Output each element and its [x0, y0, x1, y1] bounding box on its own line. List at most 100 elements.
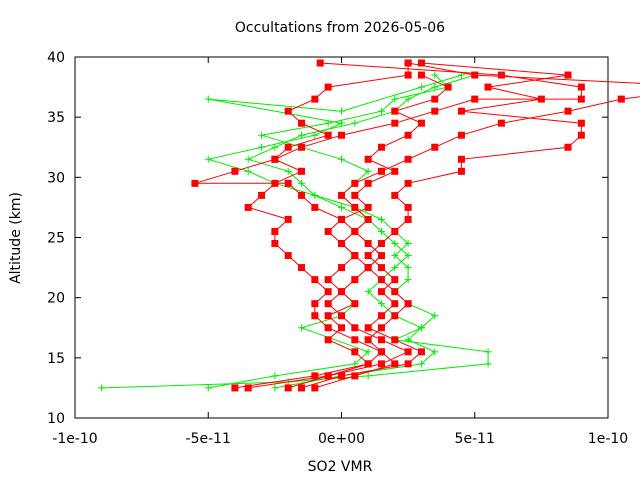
y-tick-label: 20: [47, 291, 65, 307]
y-tick-label: 25: [47, 231, 65, 247]
data-point: [377, 360, 385, 368]
data-point: [324, 276, 332, 284]
data-point: [391, 119, 399, 127]
x-axis: -1e-10 -5e-11 0e+00 5e-11 1e-10: [52, 57, 628, 447]
data-point: [351, 360, 359, 368]
data-point: [351, 252, 359, 260]
data-point: [364, 155, 372, 163]
data-point: [298, 131, 306, 139]
series-line: [248, 62, 640, 389]
data-point: [351, 119, 359, 127]
data-point: [577, 83, 585, 91]
data-point: [377, 215, 385, 223]
data-point: [457, 167, 465, 175]
data-point: [244, 167, 252, 175]
data-point: [364, 288, 372, 296]
data-point: [391, 95, 399, 103]
data-point: [204, 155, 212, 163]
data-point: [457, 155, 465, 163]
data-point: [377, 264, 385, 272]
data-point: [338, 155, 345, 163]
data-point: [484, 83, 492, 91]
data-point: [311, 372, 319, 380]
data-point: [351, 324, 359, 332]
data-point: [244, 384, 252, 392]
data-point: [364, 372, 372, 380]
data-point: [391, 227, 399, 235]
data-point: [417, 348, 425, 356]
data-point: [338, 288, 345, 296]
data-point: [311, 203, 319, 211]
data-point: [298, 384, 306, 392]
data-point: [258, 143, 266, 151]
data-point: [404, 360, 412, 368]
data-point: [564, 107, 572, 115]
data-point: [404, 348, 412, 356]
data-point: [298, 167, 306, 175]
x-tick-label: 1e-10: [588, 431, 628, 447]
data-point: [271, 143, 279, 151]
data-point: [284, 215, 292, 223]
data-point: [431, 312, 439, 320]
data-point: [377, 324, 385, 332]
data-point: [231, 384, 239, 392]
data-point: [377, 167, 385, 175]
data-point: [338, 215, 345, 223]
data-point: [298, 191, 306, 199]
data-point: [537, 95, 545, 103]
data-point: [298, 264, 306, 272]
data-point: [404, 336, 412, 344]
data-point: [311, 384, 319, 392]
data-point: [417, 324, 425, 332]
series-line: [301, 62, 582, 389]
data-point: [338, 372, 345, 380]
data-point: [364, 336, 372, 344]
data-point: [351, 300, 359, 308]
data-point: [311, 276, 319, 284]
data-point: [484, 360, 492, 368]
data-point: [284, 179, 292, 187]
data-point: [271, 372, 279, 380]
data-point: [377, 336, 385, 344]
data-point: [577, 95, 585, 103]
data-point: [298, 119, 306, 127]
data-point: [311, 95, 319, 103]
data-point: [431, 348, 439, 356]
data-point: [377, 107, 385, 115]
data-point: [417, 71, 425, 79]
data-point: [364, 360, 372, 368]
data-point: [391, 288, 399, 296]
data-point: [417, 59, 425, 67]
data-point: [98, 384, 106, 392]
data-point: [298, 324, 306, 332]
data-point: [338, 324, 345, 332]
data-point: [364, 240, 372, 248]
data-point: [404, 155, 412, 163]
data-point: [258, 191, 266, 199]
series-5: [98, 71, 492, 392]
data-point: [311, 131, 319, 139]
data-point: [316, 59, 324, 67]
data-point: [377, 348, 385, 356]
series-3: [298, 59, 585, 392]
series-6: [204, 71, 479, 392]
data-point: [484, 348, 492, 356]
y-tick-label: 35: [47, 110, 65, 126]
y-tick-label: 15: [47, 351, 65, 367]
data-point: [311, 312, 319, 320]
data-point: [364, 203, 372, 211]
data-point: [351, 203, 359, 211]
data-point: [564, 143, 572, 151]
data-point: [324, 300, 332, 308]
data-point: [391, 276, 399, 284]
data-point: [391, 191, 399, 199]
data-point: [377, 300, 385, 308]
data-point: [444, 83, 452, 91]
chart-title: Occultations from 2026-05-06: [235, 20, 445, 36]
data-point: [351, 348, 359, 356]
series-2: [244, 59, 412, 392]
series-line: [101, 74, 489, 389]
x-tick-label: -5e-11: [186, 431, 231, 447]
data-point: [404, 71, 412, 79]
data-point: [338, 191, 345, 199]
